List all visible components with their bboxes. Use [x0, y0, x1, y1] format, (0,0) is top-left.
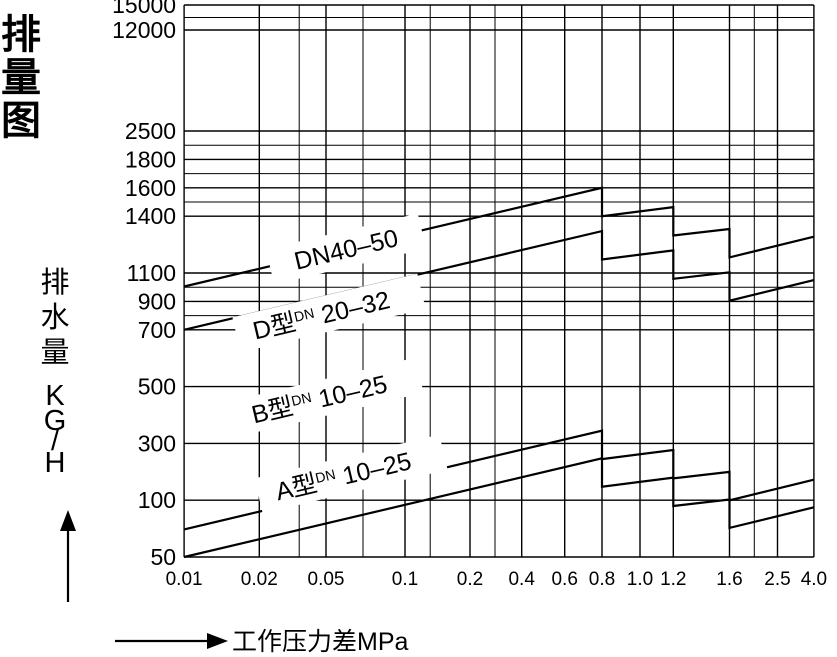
svg-text:1800: 1800 [125, 146, 176, 172]
svg-text:0.2: 0.2 [457, 569, 483, 590]
svg-text:D型DN 20–32: D型DN 20–32 [250, 286, 392, 345]
svg-text:水: 水 [40, 301, 69, 334]
svg-text:100: 100 [138, 487, 176, 513]
svg-text:900: 900 [138, 288, 176, 314]
svg-text:12000: 12000 [112, 17, 176, 43]
svg-text:0.1: 0.1 [392, 569, 418, 590]
svg-text:0.02: 0.02 [241, 569, 278, 590]
svg-text:0.6: 0.6 [551, 569, 577, 590]
svg-text:0.8: 0.8 [589, 569, 615, 590]
svg-text:0.05: 0.05 [308, 569, 345, 590]
svg-text:排: 排 [1, 13, 41, 57]
svg-text:4.0: 4.0 [801, 569, 827, 590]
svg-text:工作压力差MPa: 工作压力差MPa [232, 628, 409, 656]
svg-text:H: H [45, 447, 66, 479]
svg-text:量: 量 [1, 56, 41, 100]
svg-text:2.5: 2.5 [764, 569, 790, 590]
svg-text:1400: 1400 [125, 203, 176, 229]
svg-text:500: 500 [138, 374, 176, 400]
svg-text:1.0: 1.0 [627, 569, 653, 590]
svg-text:1100: 1100 [127, 260, 176, 286]
svg-text:0.01: 0.01 [166, 569, 203, 590]
svg-text:300: 300 [138, 430, 176, 456]
svg-text:图: 图 [1, 99, 41, 143]
svg-text:量: 量 [40, 337, 69, 369]
svg-text:1600: 1600 [125, 175, 176, 201]
svg-text:A型DN 10–25: A型DN 10–25 [273, 447, 414, 506]
svg-text:1.2: 1.2 [660, 569, 686, 590]
svg-text:15000: 15000 [112, 0, 176, 18]
svg-text:700: 700 [138, 317, 176, 343]
svg-text:排: 排 [40, 266, 69, 299]
svg-text:1.6: 1.6 [716, 569, 742, 590]
svg-text:0.4: 0.4 [508, 569, 535, 590]
svg-text:2500: 2500 [125, 118, 176, 144]
svg-text:B型DN 10–25: B型DN 10–25 [249, 370, 390, 429]
svg-text:50: 50 [151, 544, 177, 570]
